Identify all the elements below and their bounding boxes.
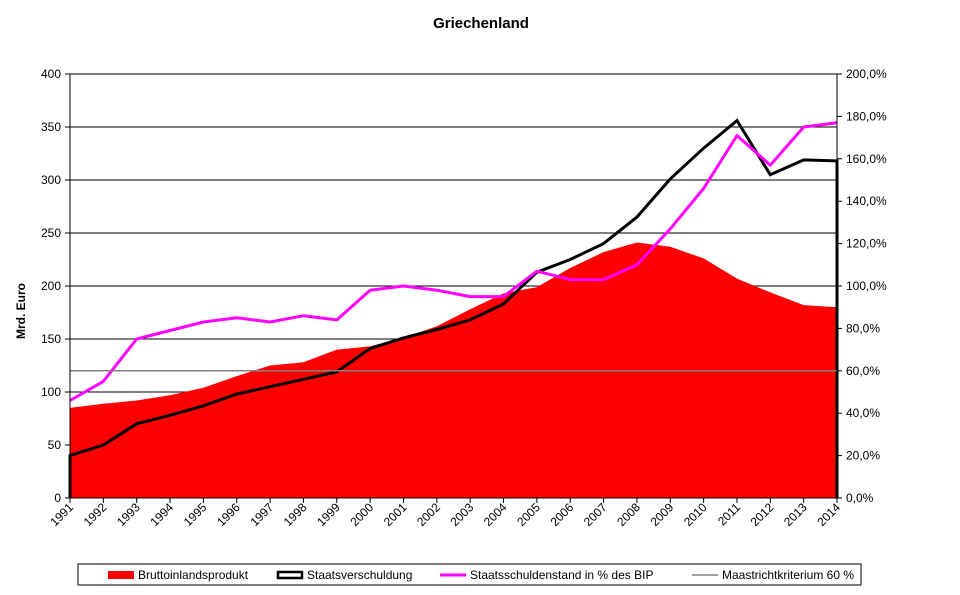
legend-box bbox=[77, 563, 862, 586]
legend-label: Staatsschuldenstand in % des BIP bbox=[470, 568, 653, 582]
y-tick-label: 100 bbox=[41, 385, 61, 399]
y2-tick-label: 120,0% bbox=[846, 237, 887, 251]
x-tick-label: 1995 bbox=[181, 500, 210, 529]
x-tick-label: 2006 bbox=[548, 500, 577, 529]
x-tick-label: 2014 bbox=[814, 500, 843, 529]
x-tick-label: 2013 bbox=[781, 500, 810, 529]
x-tick-label: 2002 bbox=[414, 500, 443, 529]
x-tick-label: 2003 bbox=[448, 500, 477, 529]
debt-ratio-line bbox=[69, 121, 838, 402]
legend: Bruttoinlandsprodukt Staatsverschuldung St… bbox=[77, 563, 862, 586]
x-tick-label: 1994 bbox=[147, 500, 176, 529]
x-tick-label: 2009 bbox=[648, 500, 677, 529]
x-tick-label: 2005 bbox=[514, 500, 543, 529]
x-tick-label: 1996 bbox=[214, 500, 243, 529]
x-tick-label: 1999 bbox=[314, 500, 343, 529]
x-tick-label: 1992 bbox=[81, 500, 110, 529]
x-tick-label: 1997 bbox=[247, 500, 276, 529]
legend-swatch-gdp bbox=[108, 571, 134, 579]
y-tick-label: 200 bbox=[41, 279, 61, 293]
y2-tick-label: 20,0% bbox=[846, 449, 880, 463]
x-tick-label: 1993 bbox=[114, 500, 143, 529]
chart-title: Griechenland bbox=[433, 15, 529, 32]
legend-swatch-debt bbox=[276, 570, 304, 580]
y2-tick-label: 40,0% bbox=[846, 406, 880, 420]
x-tick-label: 2004 bbox=[481, 500, 510, 529]
y-tick-label: 250 bbox=[41, 226, 61, 240]
x-tick-label: 2001 bbox=[381, 500, 410, 529]
y2-tick-label: 200,0% bbox=[846, 67, 887, 81]
y-tick-label: 400 bbox=[41, 67, 61, 81]
x-tick-label: 1998 bbox=[281, 500, 310, 529]
y2-tick-label: 80,0% bbox=[846, 321, 880, 335]
y2-tick-label: 180,0% bbox=[846, 109, 887, 123]
y-axis-label: Mrd. Euro bbox=[14, 283, 28, 339]
x-tick-label: 2008 bbox=[614, 500, 643, 529]
y-tick-label: 150 bbox=[41, 332, 61, 346]
x-tick-label: 2007 bbox=[581, 500, 610, 529]
debt-line bbox=[68, 118, 839, 498]
y-tick-label: 350 bbox=[41, 120, 61, 134]
series-lines-group bbox=[68, 118, 839, 498]
legend-label: Bruttoinlandsprodukt bbox=[138, 568, 249, 582]
y2-tick-label: 0,0% bbox=[846, 491, 874, 505]
y-tick-label: 50 bbox=[48, 438, 62, 452]
y-tick-label: 0 bbox=[54, 491, 61, 505]
legend-label: Maastrichtkriterium 60 % bbox=[722, 568, 854, 582]
x-tick-label: 2010 bbox=[681, 500, 710, 529]
legend-label: Staatsverschuldung bbox=[307, 568, 412, 582]
y2-tick-label: 140,0% bbox=[846, 194, 887, 208]
y2-tick-label: 160,0% bbox=[846, 152, 887, 166]
y2-tick-label: 60,0% bbox=[846, 364, 880, 378]
x-tick-label: 1991 bbox=[47, 500, 76, 529]
y-tick-label: 300 bbox=[41, 173, 61, 187]
y2-tick-label: 100,0% bbox=[846, 279, 887, 293]
x-tick-label: 2011 bbox=[715, 500, 743, 528]
x-tick-label: 2000 bbox=[347, 500, 376, 529]
x-tick-label: 2012 bbox=[748, 500, 777, 529]
